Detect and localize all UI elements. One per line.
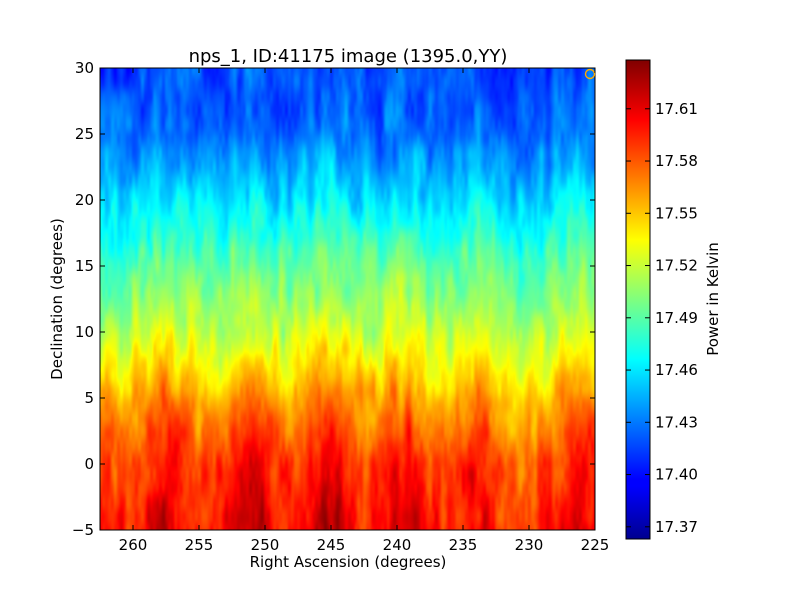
colorbar-tick-label: 17.58 [655, 152, 698, 170]
x-tick-label: 235 [449, 536, 478, 554]
y-tick-label: 30 [75, 59, 94, 77]
y-tick-label: 0 [84, 455, 94, 473]
marker-circle [584, 68, 596, 80]
y-tick-label: 20 [75, 191, 94, 209]
x-axis-label: Right Ascension (degrees) [250, 553, 447, 571]
y-tick-label: 15 [75, 257, 94, 275]
colorbar-tick-label: 17.40 [655, 466, 698, 484]
colorbar-ticks: 17.37 17.40 17.43 17.46 17.49 17.52 17.55 17.58… [626, 100, 698, 536]
colorbar-label: Power in Kelvin [704, 242, 722, 356]
x-tick-label: 260 [119, 536, 148, 554]
colorbar-tick-label: 17.52 [655, 257, 698, 275]
x-tick-label: 245 [317, 536, 346, 554]
y-axis-ticks: −5 0 5 10 15 20 25 30 [72, 59, 595, 539]
x-tick-label: 225 [581, 536, 610, 554]
heatmap-container [100, 68, 595, 530]
colorbar-tick-label: 17.46 [655, 361, 698, 379]
colorbar-frame [625, 59, 651, 540]
colorbar-tick-label: 17.43 [655, 413, 698, 431]
heatmap-image [100, 68, 595, 530]
plot-frame [99, 67, 596, 531]
y-axis-label: Declination (degrees) [48, 218, 66, 380]
colorbar-tick-label: 17.49 [655, 309, 698, 327]
colorbar [626, 60, 650, 539]
x-axis-ticks: 260 255 250 245 240 235 230 225 [119, 68, 610, 554]
y-tick-label: 5 [84, 389, 94, 407]
chart-title: nps_1, ID:41175 image (1395.0,YY) [189, 46, 508, 67]
x-tick-label: 250 [251, 536, 280, 554]
y-tick-label: 25 [75, 125, 94, 143]
x-tick-label: 255 [185, 536, 214, 554]
colorbar-tick-label: 17.55 [655, 204, 698, 222]
y-tick-label: −5 [72, 521, 94, 539]
colorbar-tick-label: 17.37 [655, 518, 698, 536]
x-tick-label: 230 [515, 536, 544, 554]
y-tick-label: 10 [75, 323, 94, 341]
x-tick-label: 240 [383, 536, 412, 554]
colorbar-tick-label: 17.61 [655, 100, 698, 118]
